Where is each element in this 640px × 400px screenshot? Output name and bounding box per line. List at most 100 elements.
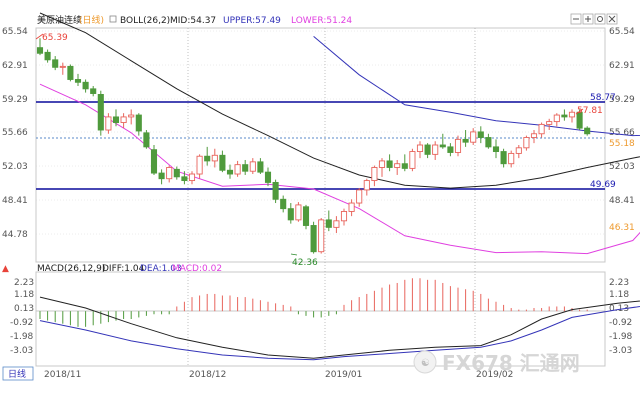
macd-histogram (39, 278, 588, 327)
price-tick-label: 48.41 (2, 196, 28, 206)
candle-body (568, 111, 576, 118)
candle (371, 165, 378, 187)
candle (295, 202, 302, 222)
candle (340, 208, 348, 226)
boll-lower-line (39, 83, 640, 255)
candle-body (553, 114, 560, 123)
candle (272, 179, 279, 204)
decrease-icon[interactable] (570, 13, 582, 25)
candle-body (561, 114, 568, 118)
candle-body (416, 144, 424, 153)
candle-body (272, 181, 279, 200)
candle-body (302, 206, 310, 226)
candle (462, 130, 469, 147)
macd-tick-label: -0.92 (609, 318, 632, 328)
candle (409, 148, 416, 172)
close-icon[interactable] (606, 13, 618, 25)
candle (143, 130, 150, 149)
boll-mid-value: MID:54.37 (170, 16, 216, 26)
candle-body (515, 147, 522, 154)
boll-checkbox (109, 15, 117, 23)
candle (204, 146, 211, 166)
svg-text:57.81: 57.81 (577, 106, 603, 116)
candle (432, 141, 439, 160)
price-tick-label: 62.91 (609, 61, 635, 71)
settings-icon[interactable] (594, 13, 606, 25)
candle-body (158, 172, 165, 180)
grid (36, 30, 605, 235)
candle-body (401, 163, 408, 169)
candle-body (333, 220, 340, 228)
price-axis-left: 65.54 62.91 59.29 55.66 52.03 48.41 44.7… (2, 27, 28, 240)
macd-diff-value: DIFF:1.04 (102, 264, 145, 274)
candle-body (112, 116, 120, 123)
candle-body (234, 164, 241, 175)
candle (173, 166, 180, 180)
price-header: 美原油连续 (日线) BOLL(26,2) MID:54.37 UPPER:57… (37, 14, 352, 26)
candle (500, 148, 507, 168)
candle-body (424, 144, 431, 155)
macd-panel-frame (35, 271, 606, 367)
candle-body (356, 189, 363, 204)
macd-tick-label: -3.03 (609, 346, 632, 356)
candle (553, 113, 560, 127)
annotation-high: 65.39 (35, 33, 68, 43)
candle (439, 133, 446, 149)
candle (287, 203, 294, 224)
candle-body (181, 176, 188, 182)
increase-icon[interactable] (582, 13, 594, 25)
macd-dea-value: DEA:1.03 (140, 264, 182, 274)
candle (90, 86, 97, 97)
candle-body (340, 211, 348, 222)
price-tick-label: 62.91 (2, 61, 28, 71)
candle-body (386, 160, 393, 168)
macd-value: MACD:0.02 (172, 264, 222, 274)
price-tick-label: 52.03 (609, 162, 635, 172)
macd-tick-label: -1.98 (609, 332, 633, 342)
candle (530, 130, 538, 144)
candle-body (166, 167, 173, 180)
candle (128, 109, 135, 125)
candle-body (249, 161, 256, 172)
candle (105, 113, 112, 134)
candle (356, 188, 363, 207)
price-tick-label: 59.29 (609, 95, 635, 105)
candle-body (196, 155, 203, 175)
macd-tick-label: 2.23 (14, 278, 34, 288)
candle (401, 154, 408, 172)
period-tab[interactable]: 日线 (2, 366, 34, 381)
candle (280, 195, 287, 213)
candle-body (508, 152, 515, 165)
candle (508, 150, 515, 168)
candle-body (432, 144, 439, 155)
candle (67, 64, 74, 82)
x-axis-labels: 2018/11 2018/12 2019/01 2019/02 (44, 370, 513, 380)
candle-body (371, 167, 378, 182)
candle-body (36, 47, 44, 54)
candle-body (188, 173, 196, 182)
macd-tick-label: -3.03 (10, 346, 33, 356)
candle (515, 145, 522, 159)
candle-body (584, 127, 591, 135)
candle (188, 171, 196, 185)
candle (234, 160, 241, 177)
candle-body (454, 138, 462, 153)
price-tick-label: 48.41 (609, 196, 635, 206)
last-price-label: 55.18 (609, 139, 635, 149)
candle (576, 109, 583, 131)
candle-body (264, 171, 272, 183)
candle-body (477, 131, 484, 138)
candle (394, 159, 401, 175)
window-controls[interactable] (570, 13, 618, 25)
macd-tick-label: 0.13 (14, 304, 34, 314)
candle (166, 165, 173, 183)
candle (538, 122, 545, 138)
macd-axis-right: 2.23 1.18 0.13 -0.92 -1.98 -3.03 (609, 278, 633, 356)
candle (82, 79, 89, 93)
boll-mid-line (39, 12, 640, 189)
candle-body (90, 88, 97, 94)
candle-body (523, 137, 530, 149)
candle-body (325, 219, 332, 228)
candle (470, 128, 477, 145)
